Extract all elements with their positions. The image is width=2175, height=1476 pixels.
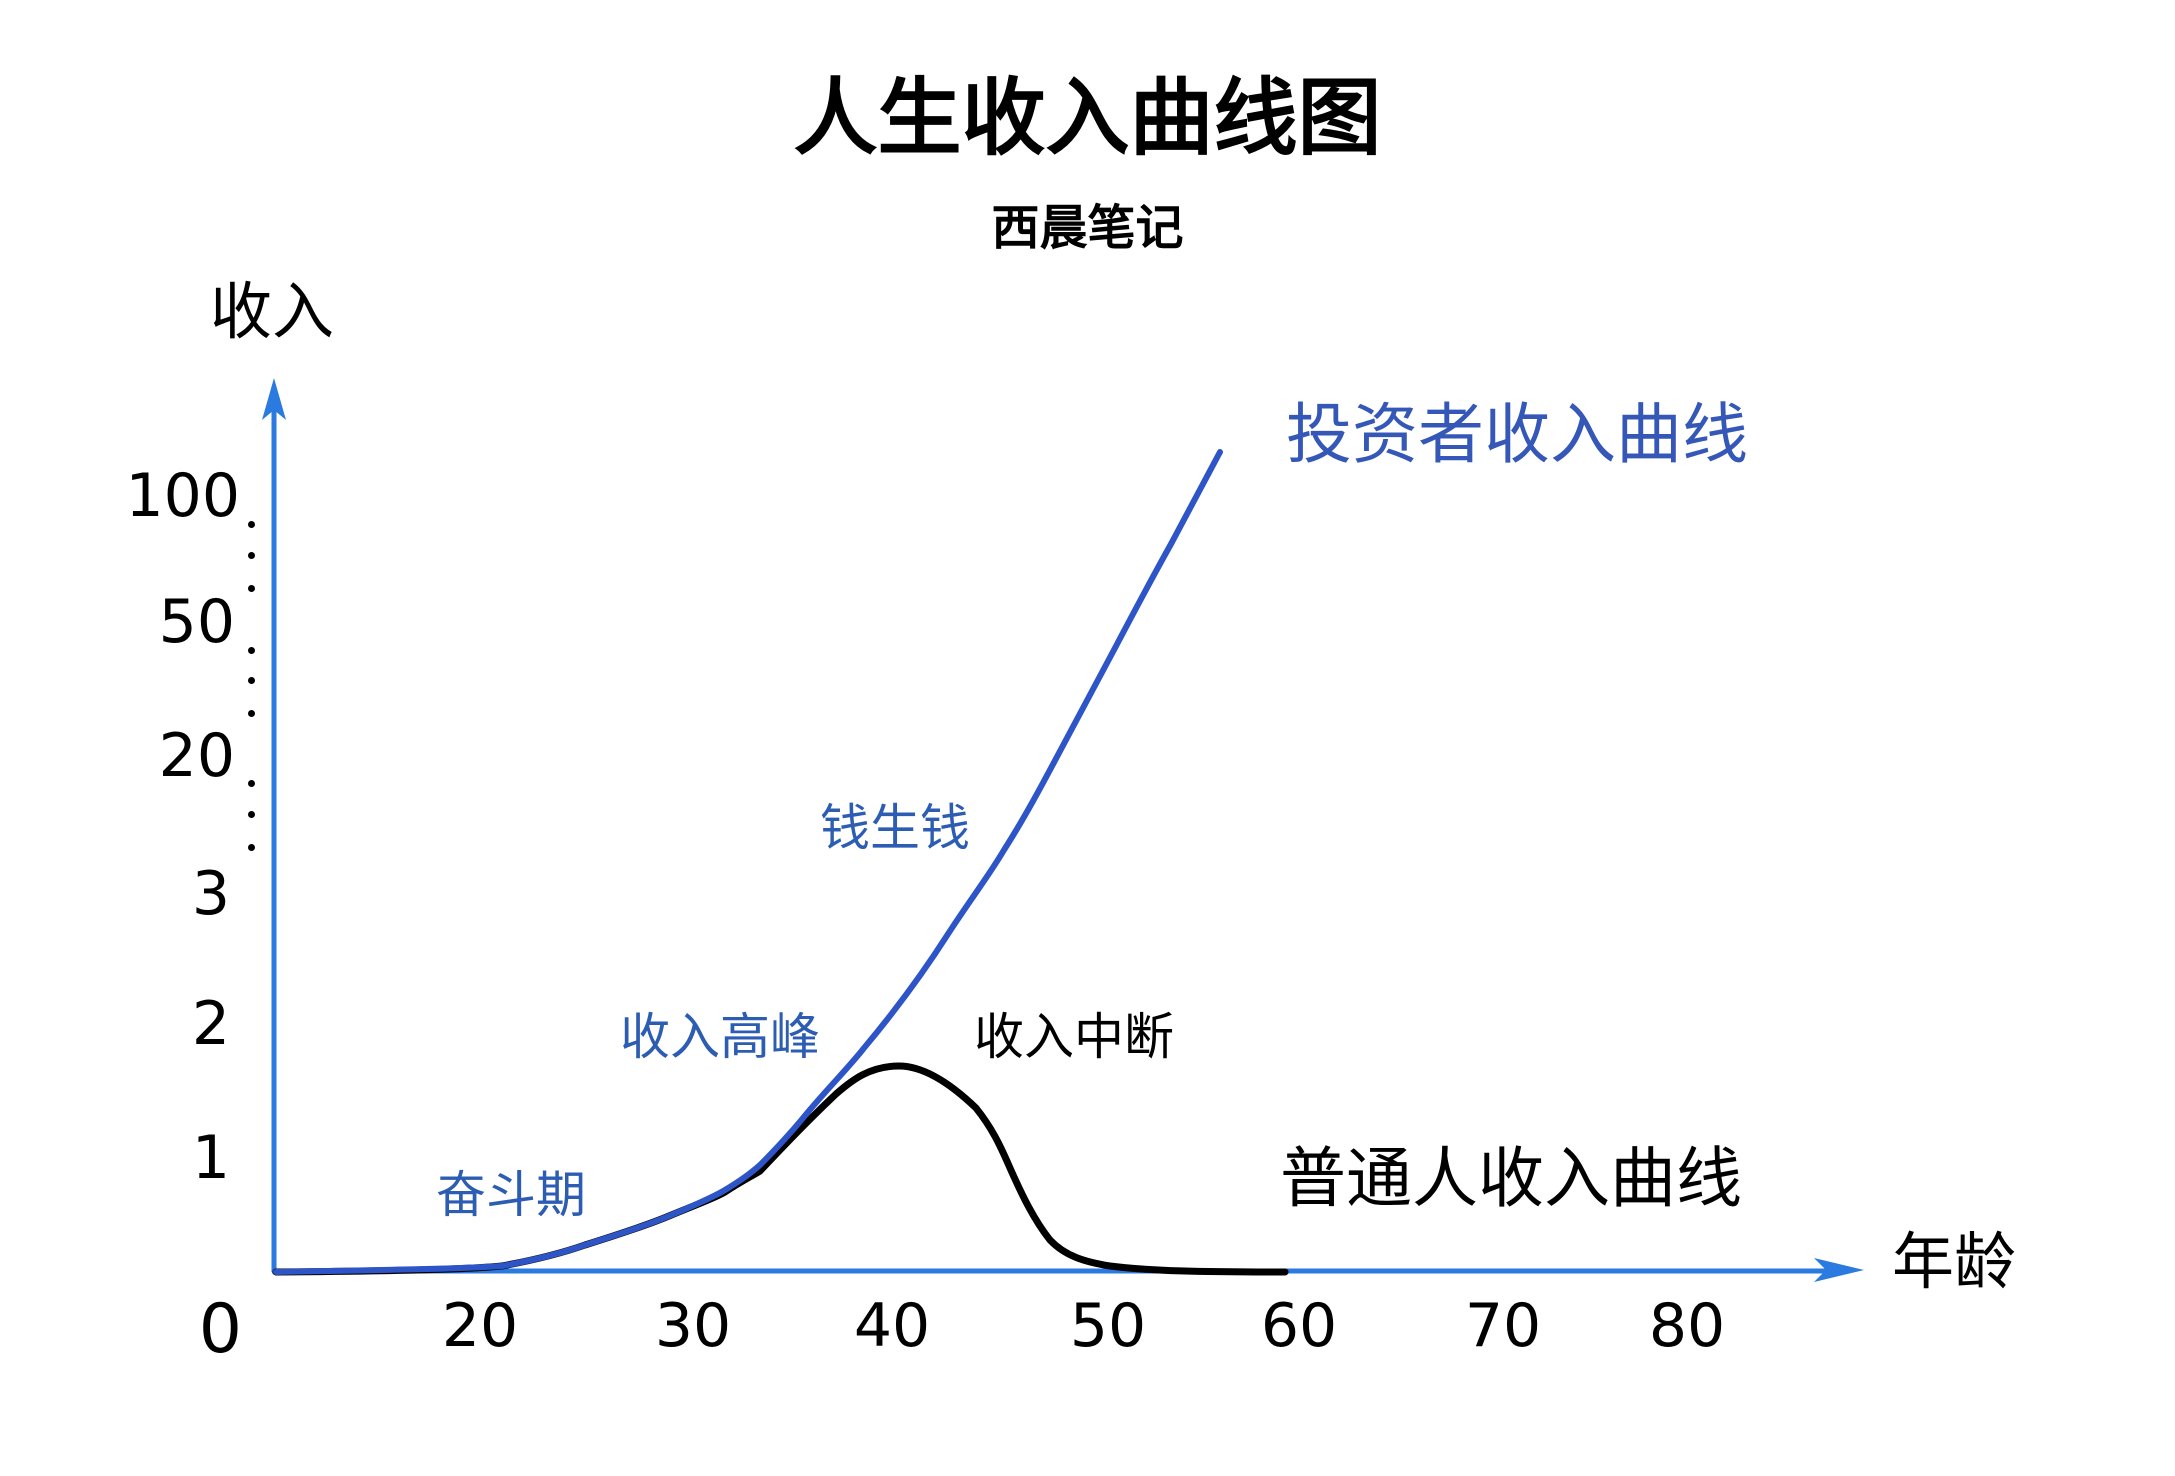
series-label-investor: 投资者收入曲线: [1286, 396, 1748, 473]
axis-break-dot: [248, 552, 255, 559]
x-tick-50: 50: [1069, 1291, 1147, 1361]
ordinary-income-curve: [272, 1062, 1289, 1276]
series-label-ordinary: 普通人收入曲线: [1280, 1140, 1742, 1217]
annotation-struggle: 奋斗期: [436, 1166, 586, 1224]
chart-title: 人生收入曲线图: [793, 69, 1382, 167]
axis-break-dot: [248, 647, 255, 654]
x-tick-20: 20: [441, 1291, 519, 1361]
y-axis-label: 收入: [210, 275, 335, 348]
y-tick-50: 50: [158, 587, 235, 657]
x-axis-label: 年龄: [1892, 1225, 2017, 1298]
x-tick-60: 60: [1260, 1291, 1338, 1361]
annotation-income-peak: 收入高峰: [620, 1008, 820, 1066]
investor-income-curve: [273, 449, 1223, 1275]
y-tick-20: 20: [158, 721, 235, 791]
axis-break-dot: [248, 585, 255, 592]
axis-break-dot: [248, 780, 255, 787]
y-tick-0: 0: [198, 1290, 242, 1369]
axis-break-dot: [248, 521, 255, 528]
x-tick-30: 30: [654, 1291, 732, 1361]
chart-subtitle: 西晨笔记: [991, 200, 1184, 256]
axis-break-dot: [248, 844, 255, 851]
axis-break-dot: [248, 677, 255, 684]
annotation-income-interrupted: 收入中断: [974, 1008, 1174, 1066]
x-tick-70: 70: [1464, 1291, 1542, 1361]
y-axis-arrow-icon: [262, 378, 286, 420]
x-tick-40: 40: [853, 1291, 931, 1361]
axis-break-dot: [248, 811, 255, 818]
x-tick-80: 80: [1648, 1291, 1726, 1361]
annotation-money-makes-money: 钱生钱: [820, 799, 970, 857]
y-tick-3: 3: [191, 859, 230, 929]
y-tick-2: 2: [191, 989, 230, 1059]
y-tick-1: 1: [191, 1123, 230, 1193]
y-tick-100: 100: [125, 461, 240, 531]
x-axis-arrow-icon: [1814, 1258, 1864, 1282]
axis-break-dot: [248, 710, 255, 717]
